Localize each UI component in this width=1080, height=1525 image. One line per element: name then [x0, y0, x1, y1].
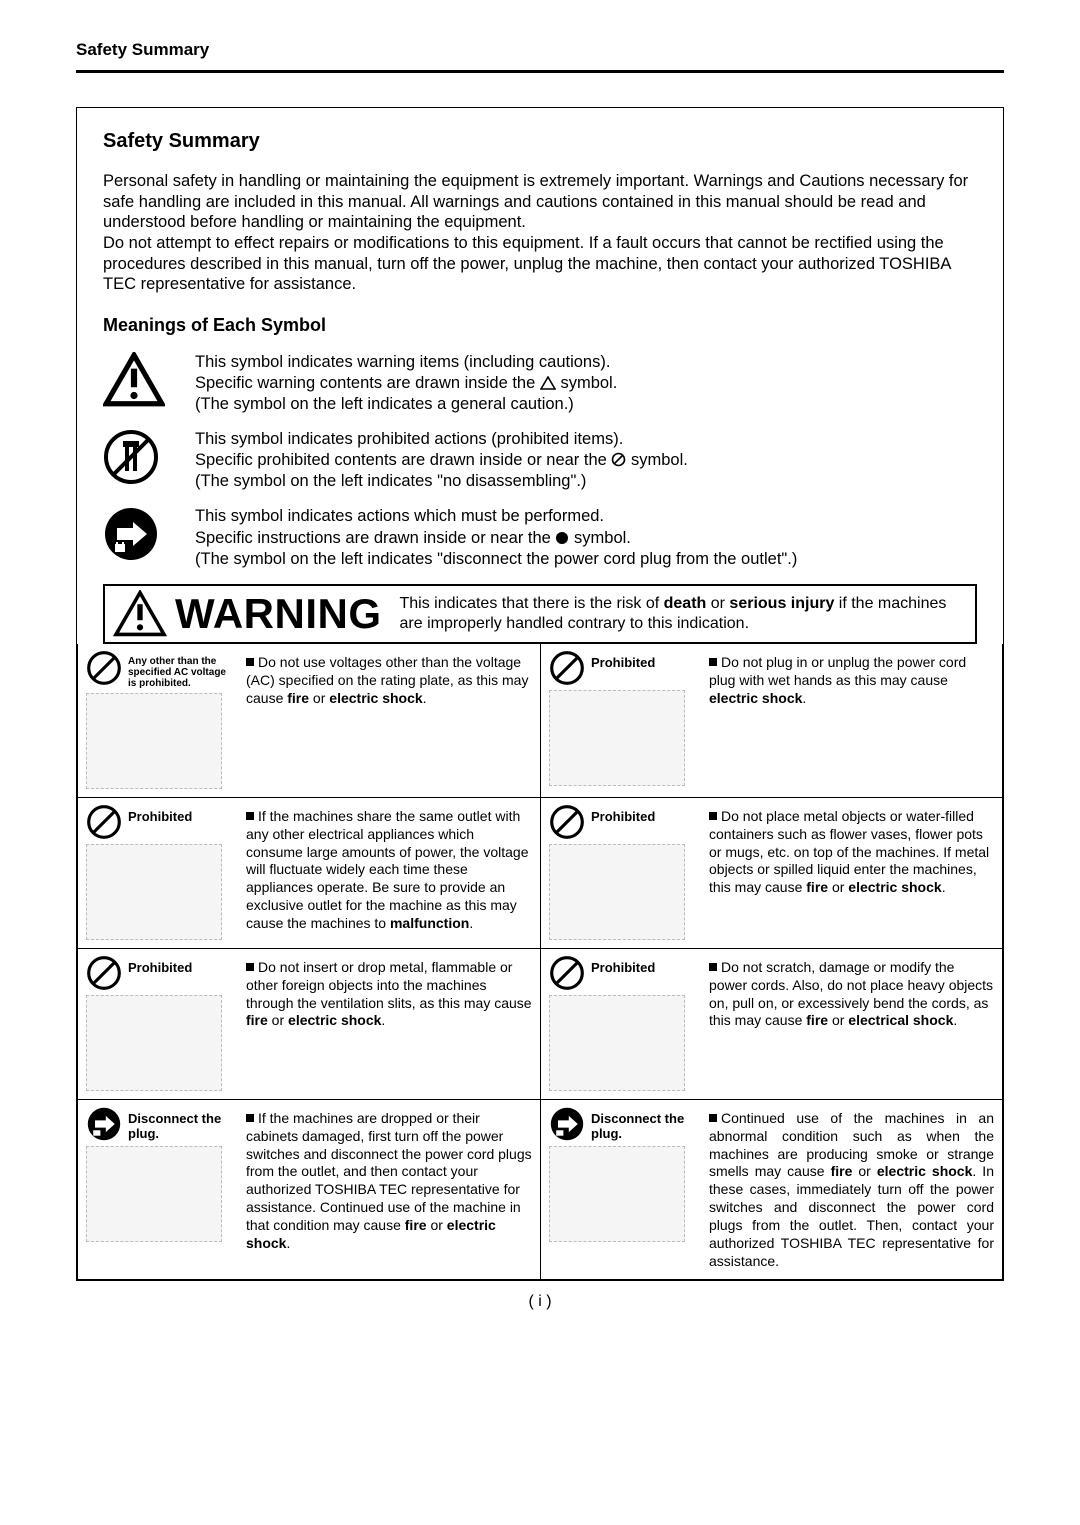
warning-triangle-icon	[103, 352, 165, 408]
grid-row: Any other than the specified AC voltage …	[78, 644, 1002, 797]
symbol-description: This symbol indicates prohibited actions…	[195, 429, 688, 492]
warning-cell: Prohibited Do not plug in or unplug the p…	[540, 644, 1002, 797]
prohibited-icon	[86, 955, 122, 991]
warning-cell: Prohibited Do not insert or drop metal, f…	[78, 949, 540, 1099]
warning-description: This indicates that there is the risk of…	[400, 594, 968, 634]
cell-illustration	[86, 844, 222, 940]
cell-body-text: Do not plug in or unplug the power cord …	[705, 650, 994, 789]
main-panel: Safety Summary Personal safety in handli…	[76, 107, 1004, 1281]
cell-label: Disconnect the plug.	[128, 1112, 242, 1142]
prohibited-icon	[549, 804, 585, 840]
warning-grid: Any other than the specified AC voltage …	[77, 644, 1003, 1280]
cell-label: Prohibited	[591, 656, 655, 671]
warning-cell: Any other than the specified AC voltage …	[78, 644, 540, 797]
symbol-row: This symbol indicates prohibited actions…	[103, 429, 977, 492]
cell-illustration	[86, 995, 222, 1091]
prohibited-icon	[549, 955, 585, 991]
symbol-row: This symbol indicates actions which must…	[103, 506, 977, 569]
cell-body-text: Continued use of the machines in an abno…	[705, 1106, 994, 1271]
prohibited-icon	[86, 650, 122, 686]
cell-body-text: Do not use voltages other than the volta…	[242, 650, 532, 789]
warning-cell: Prohibited Do not scratch, damage or modi…	[540, 949, 1002, 1099]
cell-label: Prohibited	[128, 810, 192, 825]
cell-body-text: If the machines are dropped or their cab…	[242, 1106, 532, 1271]
cell-body-text: If the machines share the same outlet wi…	[242, 804, 532, 940]
cell-illustration	[549, 995, 685, 1091]
symbol-row: This symbol indicates warning items (inc…	[103, 352, 977, 415]
cell-label: Any other than the specified AC voltage …	[128, 656, 236, 689]
cell-illustration	[549, 1146, 685, 1242]
prohibited-icon	[549, 650, 585, 686]
page-header-title: Safety Summary	[76, 40, 1004, 60]
cell-illustration	[86, 693, 222, 789]
grid-row: Disconnect the plug.If the machines are …	[78, 1099, 1002, 1279]
prohibited-icon	[86, 804, 122, 840]
cell-label: Prohibited	[591, 810, 655, 825]
header-rule	[76, 70, 1004, 73]
symbol-description: This symbol indicates actions which must…	[195, 506, 797, 569]
warning-triangle-icon	[113, 590, 167, 638]
cell-body-text: Do not place metal objects or water-fill…	[705, 804, 994, 940]
cell-illustration	[86, 1146, 222, 1242]
warning-cell: Prohibited If the machines share the same…	[78, 798, 540, 948]
cell-label: Disconnect the plug.	[591, 1112, 705, 1142]
warning-cell: Disconnect the plug.If the machines are …	[78, 1100, 540, 1279]
warning-bar: WARNING This indicates that there is the…	[103, 584, 977, 644]
cell-label: Prohibited	[128, 961, 192, 976]
grid-row: Prohibited If the machines share the same…	[78, 797, 1002, 948]
unplug-action-icon	[103, 506, 165, 562]
page-number: ( i )	[76, 1293, 1004, 1311]
intro-paragraph: Personal safety in handling or maintaini…	[103, 171, 977, 295]
symbol-description: This symbol indicates warning items (inc…	[195, 352, 617, 415]
meanings-subtitle: Meanings of Each Symbol	[103, 315, 977, 336]
cell-body-text: Do not insert or drop metal, flammable o…	[242, 955, 532, 1091]
disconnect-plug-icon	[86, 1106, 122, 1142]
no-disassemble-icon	[103, 429, 165, 485]
disconnect-plug-icon	[549, 1106, 585, 1142]
panel-title: Safety Summary	[103, 130, 977, 153]
warning-label: WARNING	[175, 590, 382, 638]
cell-body-text: Do not scratch, damage or modify the pow…	[705, 955, 994, 1091]
warning-cell: Prohibited Do not place metal objects or …	[540, 798, 1002, 948]
cell-illustration	[549, 690, 685, 786]
grid-row: Prohibited Do not insert or drop metal, f…	[78, 948, 1002, 1099]
cell-illustration	[549, 844, 685, 940]
cell-label: Prohibited	[591, 961, 655, 976]
warning-cell: Disconnect the plug.Continued use of the…	[540, 1100, 1002, 1279]
